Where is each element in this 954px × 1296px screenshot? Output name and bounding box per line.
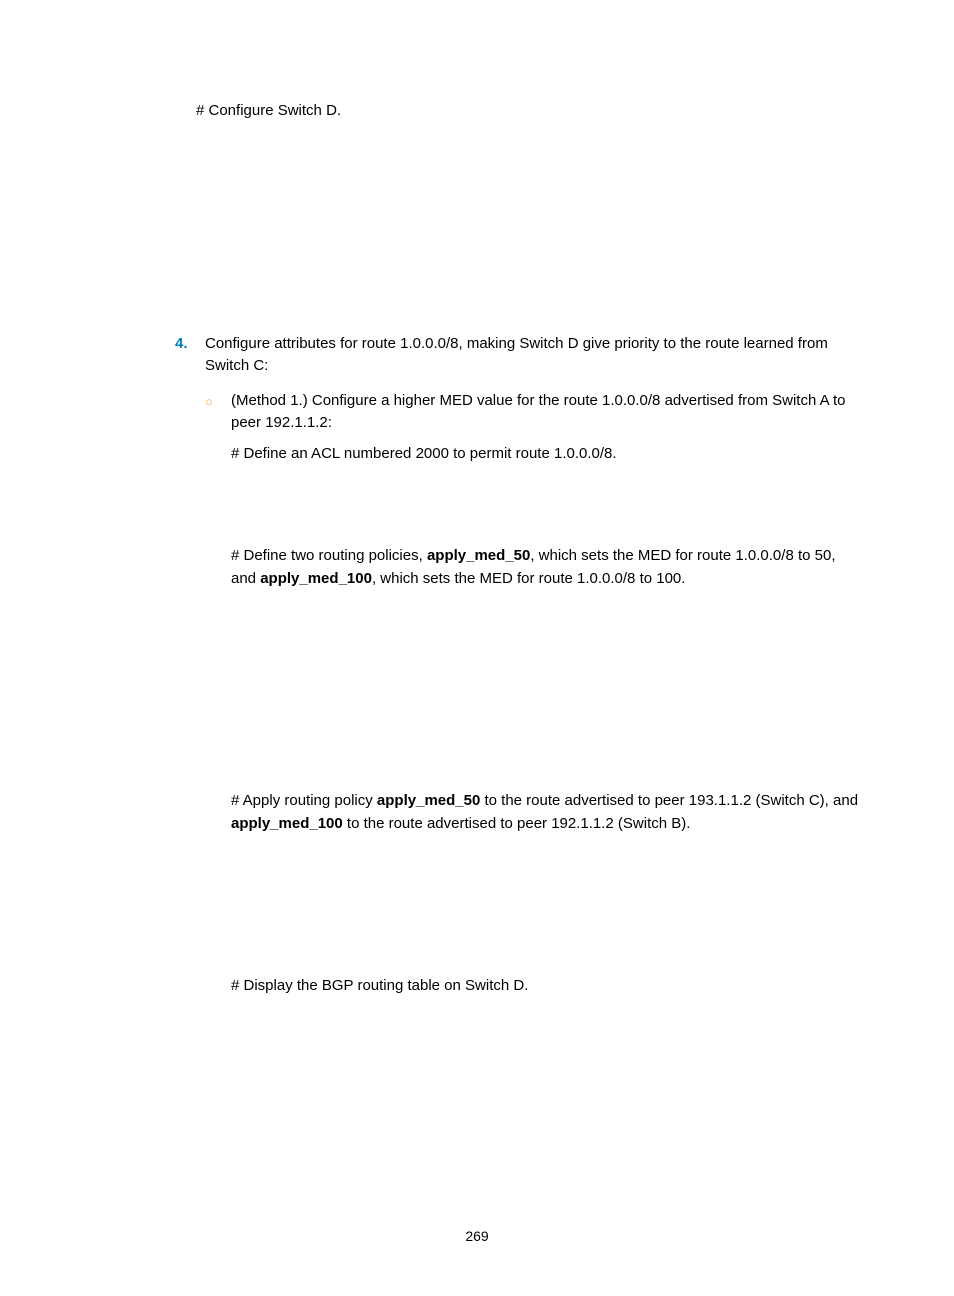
paragraph-define-acl: # Define an ACL numbered 2000 to permit …	[231, 443, 864, 466]
paragraph-display-bgp: # Display the BGP routing table on Switc…	[231, 975, 864, 998]
policies-text-mid2: , which sets the MED for route 1.0.0.0/8…	[372, 570, 686, 587]
apply-text-pre: # Apply routing policy	[231, 792, 377, 809]
bold-apply-med-100-b: apply_med_100	[231, 815, 343, 832]
apply-text-mid2: to the route advertised to peer 192.1.1.…	[343, 815, 691, 832]
bold-apply-med-50-b: apply_med_50	[377, 792, 480, 809]
step-number-4: 4.	[175, 333, 205, 998]
bold-apply-med-50: apply_med_50	[427, 547, 530, 564]
bold-apply-med-100: apply_med_100	[260, 570, 372, 587]
paragraph-configure-switch-d: # Configure Switch D.	[196, 100, 864, 123]
method-1-text: (Method 1.) Configure a higher MED value…	[231, 390, 864, 435]
policies-text-pre: # Define two routing policies,	[231, 547, 427, 564]
step-4-text: Configure attributes for route 1.0.0.0/8…	[205, 333, 864, 378]
page-number: 269	[0, 1228, 954, 1244]
circle-marker-icon: ○	[205, 390, 231, 435]
paragraph-define-policies: # Define two routing policies, apply_med…	[231, 545, 864, 590]
apply-text-mid1: to the route advertised to peer 193.1.1.…	[480, 792, 858, 809]
paragraph-apply-policy: # Apply routing policy apply_med_50 to t…	[231, 790, 864, 835]
